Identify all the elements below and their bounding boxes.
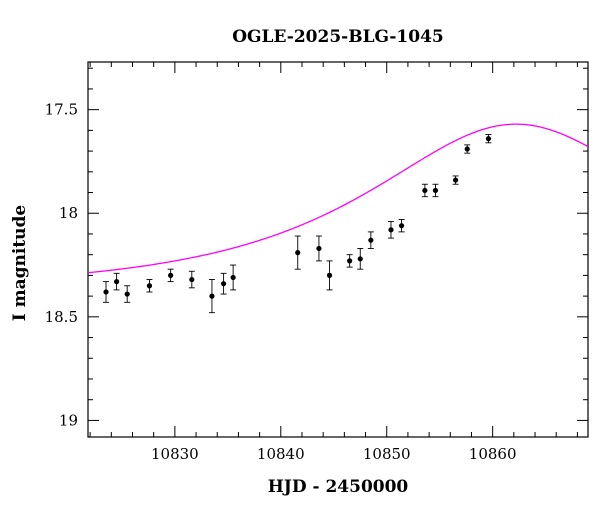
data-point [485,136,492,142]
data-point [357,256,363,262]
data-point [168,272,174,278]
x-tick-label: 10830 [151,445,199,463]
y-axis-label: I magnitude [10,205,30,322]
plot-frame [87,61,589,438]
data-point [114,279,120,285]
data-point [295,250,301,256]
data-point [220,281,227,287]
data-point [347,258,353,264]
data-point [432,187,439,194]
chart-title: OGLE-2025-BLG-1045 [232,27,444,47]
y-tick-label: 17.5 [45,101,78,119]
data-point [103,289,109,295]
data-point [316,245,322,252]
plot-area: 10830 10840 10850 10860 17.5 18 18.5 19 [45,61,589,463]
data-point [326,272,333,278]
x-axis-label: HJD - 2450000 [268,477,409,497]
y-tick-label: 18.5 [45,308,78,326]
x-tick-label: 10840 [257,445,305,463]
data-point [422,187,428,194]
data-point [398,223,405,229]
data-point [388,227,394,233]
data-point [209,293,215,299]
data-point [124,291,130,297]
data-point [368,237,374,243]
model-curve [88,123,588,274]
data-point [464,146,470,152]
y-tick-label: 18 [59,204,78,222]
x-tick-label: 10850 [363,445,411,463]
data-point [452,177,459,183]
data-point [189,276,195,283]
y-tick-label: 19 [59,411,78,429]
data-point [146,283,153,289]
x-tick-label: 10860 [469,445,517,463]
data-point [230,274,236,281]
